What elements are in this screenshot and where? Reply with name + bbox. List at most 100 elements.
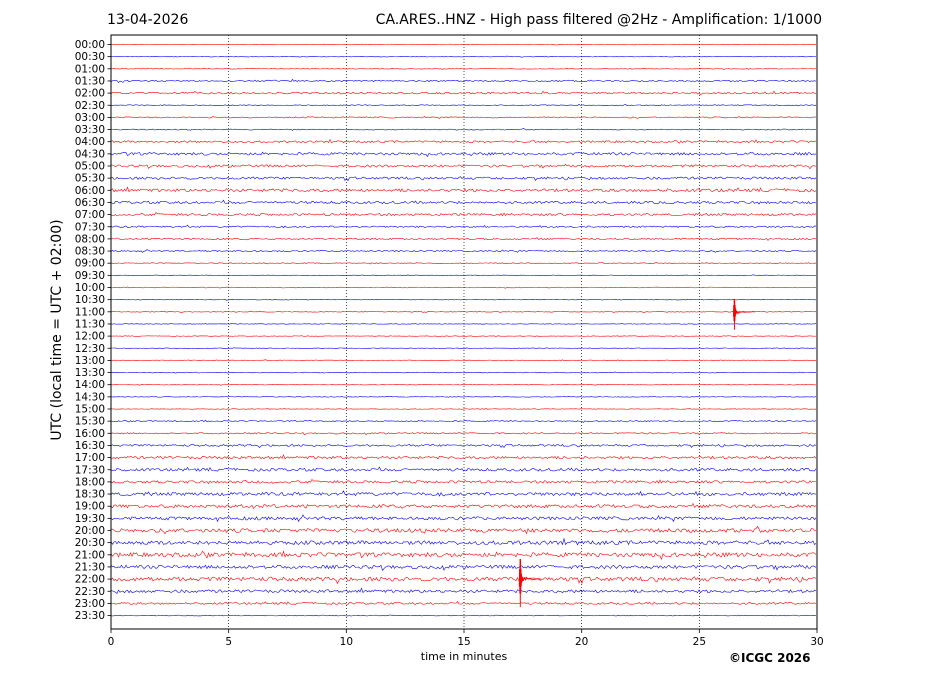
trace-line	[110, 454, 817, 460]
trace-line	[110, 274, 817, 277]
y-tick-label: 04:30	[75, 148, 105, 160]
trace-line	[110, 371, 817, 374]
x-tick-label: 25	[693, 636, 706, 648]
y-tick-label: 05:30	[75, 173, 105, 185]
trace-line	[110, 261, 817, 265]
y-tick-label: 01:30	[75, 75, 105, 87]
y-tick-label: 17:00	[75, 452, 105, 464]
trace-line	[110, 408, 817, 410]
trace-lines	[110, 43, 817, 617]
y-tick-label: 13:00	[75, 355, 105, 367]
y-tick-label: 22:30	[75, 586, 105, 598]
y-tick-label: 10:00	[75, 282, 105, 294]
x-axis-label: time in minutes	[420, 650, 508, 663]
y-axis-label: UTC (local time = UTC + 02:00)	[49, 219, 65, 441]
trace-line	[110, 478, 816, 485]
trace-line	[110, 395, 817, 398]
x-tick-label: 10	[340, 636, 353, 648]
trace-line	[110, 211, 817, 217]
y-tick-label: 03:30	[75, 124, 105, 136]
y-tick-label: 18:00	[75, 476, 105, 488]
event-spike	[732, 298, 756, 330]
y-tick-label: 14:00	[75, 379, 105, 391]
y-tick-label: 19:00	[75, 501, 105, 513]
trace-line	[110, 587, 817, 594]
y-tick-label: 02:30	[75, 100, 105, 112]
y-tick-label: 06:00	[75, 185, 105, 197]
chart-title: CA.ARES..HNZ - High pass filtered @2Hz -…	[375, 12, 822, 28]
y-tick-label: 22:00	[75, 574, 105, 586]
y-tick-label: 21:00	[75, 549, 105, 561]
y-tick-label: 07:00	[75, 209, 105, 221]
trace-line	[110, 224, 817, 229]
y-tick-label: 12:30	[75, 343, 105, 355]
x-tick-label: 5	[225, 636, 232, 648]
x-tick-label: 15	[457, 636, 470, 648]
trace-line	[110, 90, 817, 96]
trace-line	[110, 55, 817, 58]
trace-line	[110, 138, 817, 144]
trace-line	[110, 78, 817, 84]
y-tick-label: 11:30	[75, 318, 105, 330]
trace-line	[110, 286, 817, 289]
y-tick-label: 16:30	[75, 440, 105, 452]
trace-line	[110, 199, 817, 205]
y-tick-label: 19:30	[75, 513, 105, 525]
trace-line	[110, 502, 817, 510]
trace-line	[110, 419, 817, 423]
trace-line	[110, 43, 817, 46]
y-tick-label: 10:30	[75, 294, 105, 306]
trace-line	[110, 466, 817, 472]
y-tick-label: 04:00	[75, 136, 105, 148]
trace-line	[110, 311, 817, 313]
trace-line	[110, 443, 817, 449]
trace-line	[110, 601, 817, 605]
trace-line	[110, 537, 817, 546]
trace-line	[110, 186, 817, 193]
y-tick-label: 09:30	[75, 270, 105, 282]
y-tick-label: 21:30	[75, 561, 105, 573]
trace-line	[110, 116, 817, 119]
y-tick-label: 06:30	[75, 197, 105, 209]
y-tick-label: 08:30	[75, 246, 105, 258]
y-tick-label: 00:00	[75, 39, 105, 51]
trace-line	[110, 323, 817, 325]
trace-line	[111, 347, 817, 349]
y-tick-label: 08:00	[75, 233, 105, 245]
trace-line	[110, 359, 817, 362]
y-tick-label: 11:00	[75, 306, 105, 318]
y-tick-label: 01:00	[75, 63, 105, 75]
y-tick-label: 03:00	[75, 112, 105, 124]
trace-line	[110, 103, 817, 107]
y-tick-label: 23:30	[75, 610, 105, 622]
trace-line	[110, 550, 817, 561]
y-tick-label: 14:30	[75, 391, 105, 403]
y-tick-label: 17:30	[75, 464, 105, 476]
y-tick-label: 16:00	[75, 428, 105, 440]
y-tick-label: 18:30	[75, 489, 105, 501]
y-tick-label: 02:00	[75, 88, 105, 100]
y-tick-label: 13:30	[75, 367, 105, 379]
y-tick-label: 20:30	[75, 537, 105, 549]
y-tick-label: 23:00	[75, 598, 105, 610]
y-tick-label: 15:30	[75, 416, 105, 428]
trace-line	[110, 514, 817, 523]
trace-line	[110, 249, 817, 253]
y-axis-ticks: 00:0000:3001:0001:3002:0002:3003:0003:30…	[75, 39, 111, 622]
y-tick-label: 05:00	[75, 161, 105, 173]
trace-line	[110, 67, 817, 70]
trace-line	[110, 576, 817, 585]
date-label: 13-04-2026	[107, 12, 189, 28]
trace-line	[110, 176, 817, 182]
x-axis-ticks: 0 5 10 15 20 25 30	[108, 629, 824, 648]
y-tick-label: 12:00	[75, 331, 105, 343]
event-spike	[518, 559, 541, 608]
y-tick-label: 15:00	[75, 404, 105, 416]
minute-gridlines	[228, 35, 700, 629]
trace-line	[110, 237, 817, 241]
trace-line	[110, 525, 817, 535]
copyright-label: ©ICGC 2026	[729, 651, 811, 665]
seismic-events	[518, 298, 756, 608]
trace-line	[110, 151, 817, 158]
